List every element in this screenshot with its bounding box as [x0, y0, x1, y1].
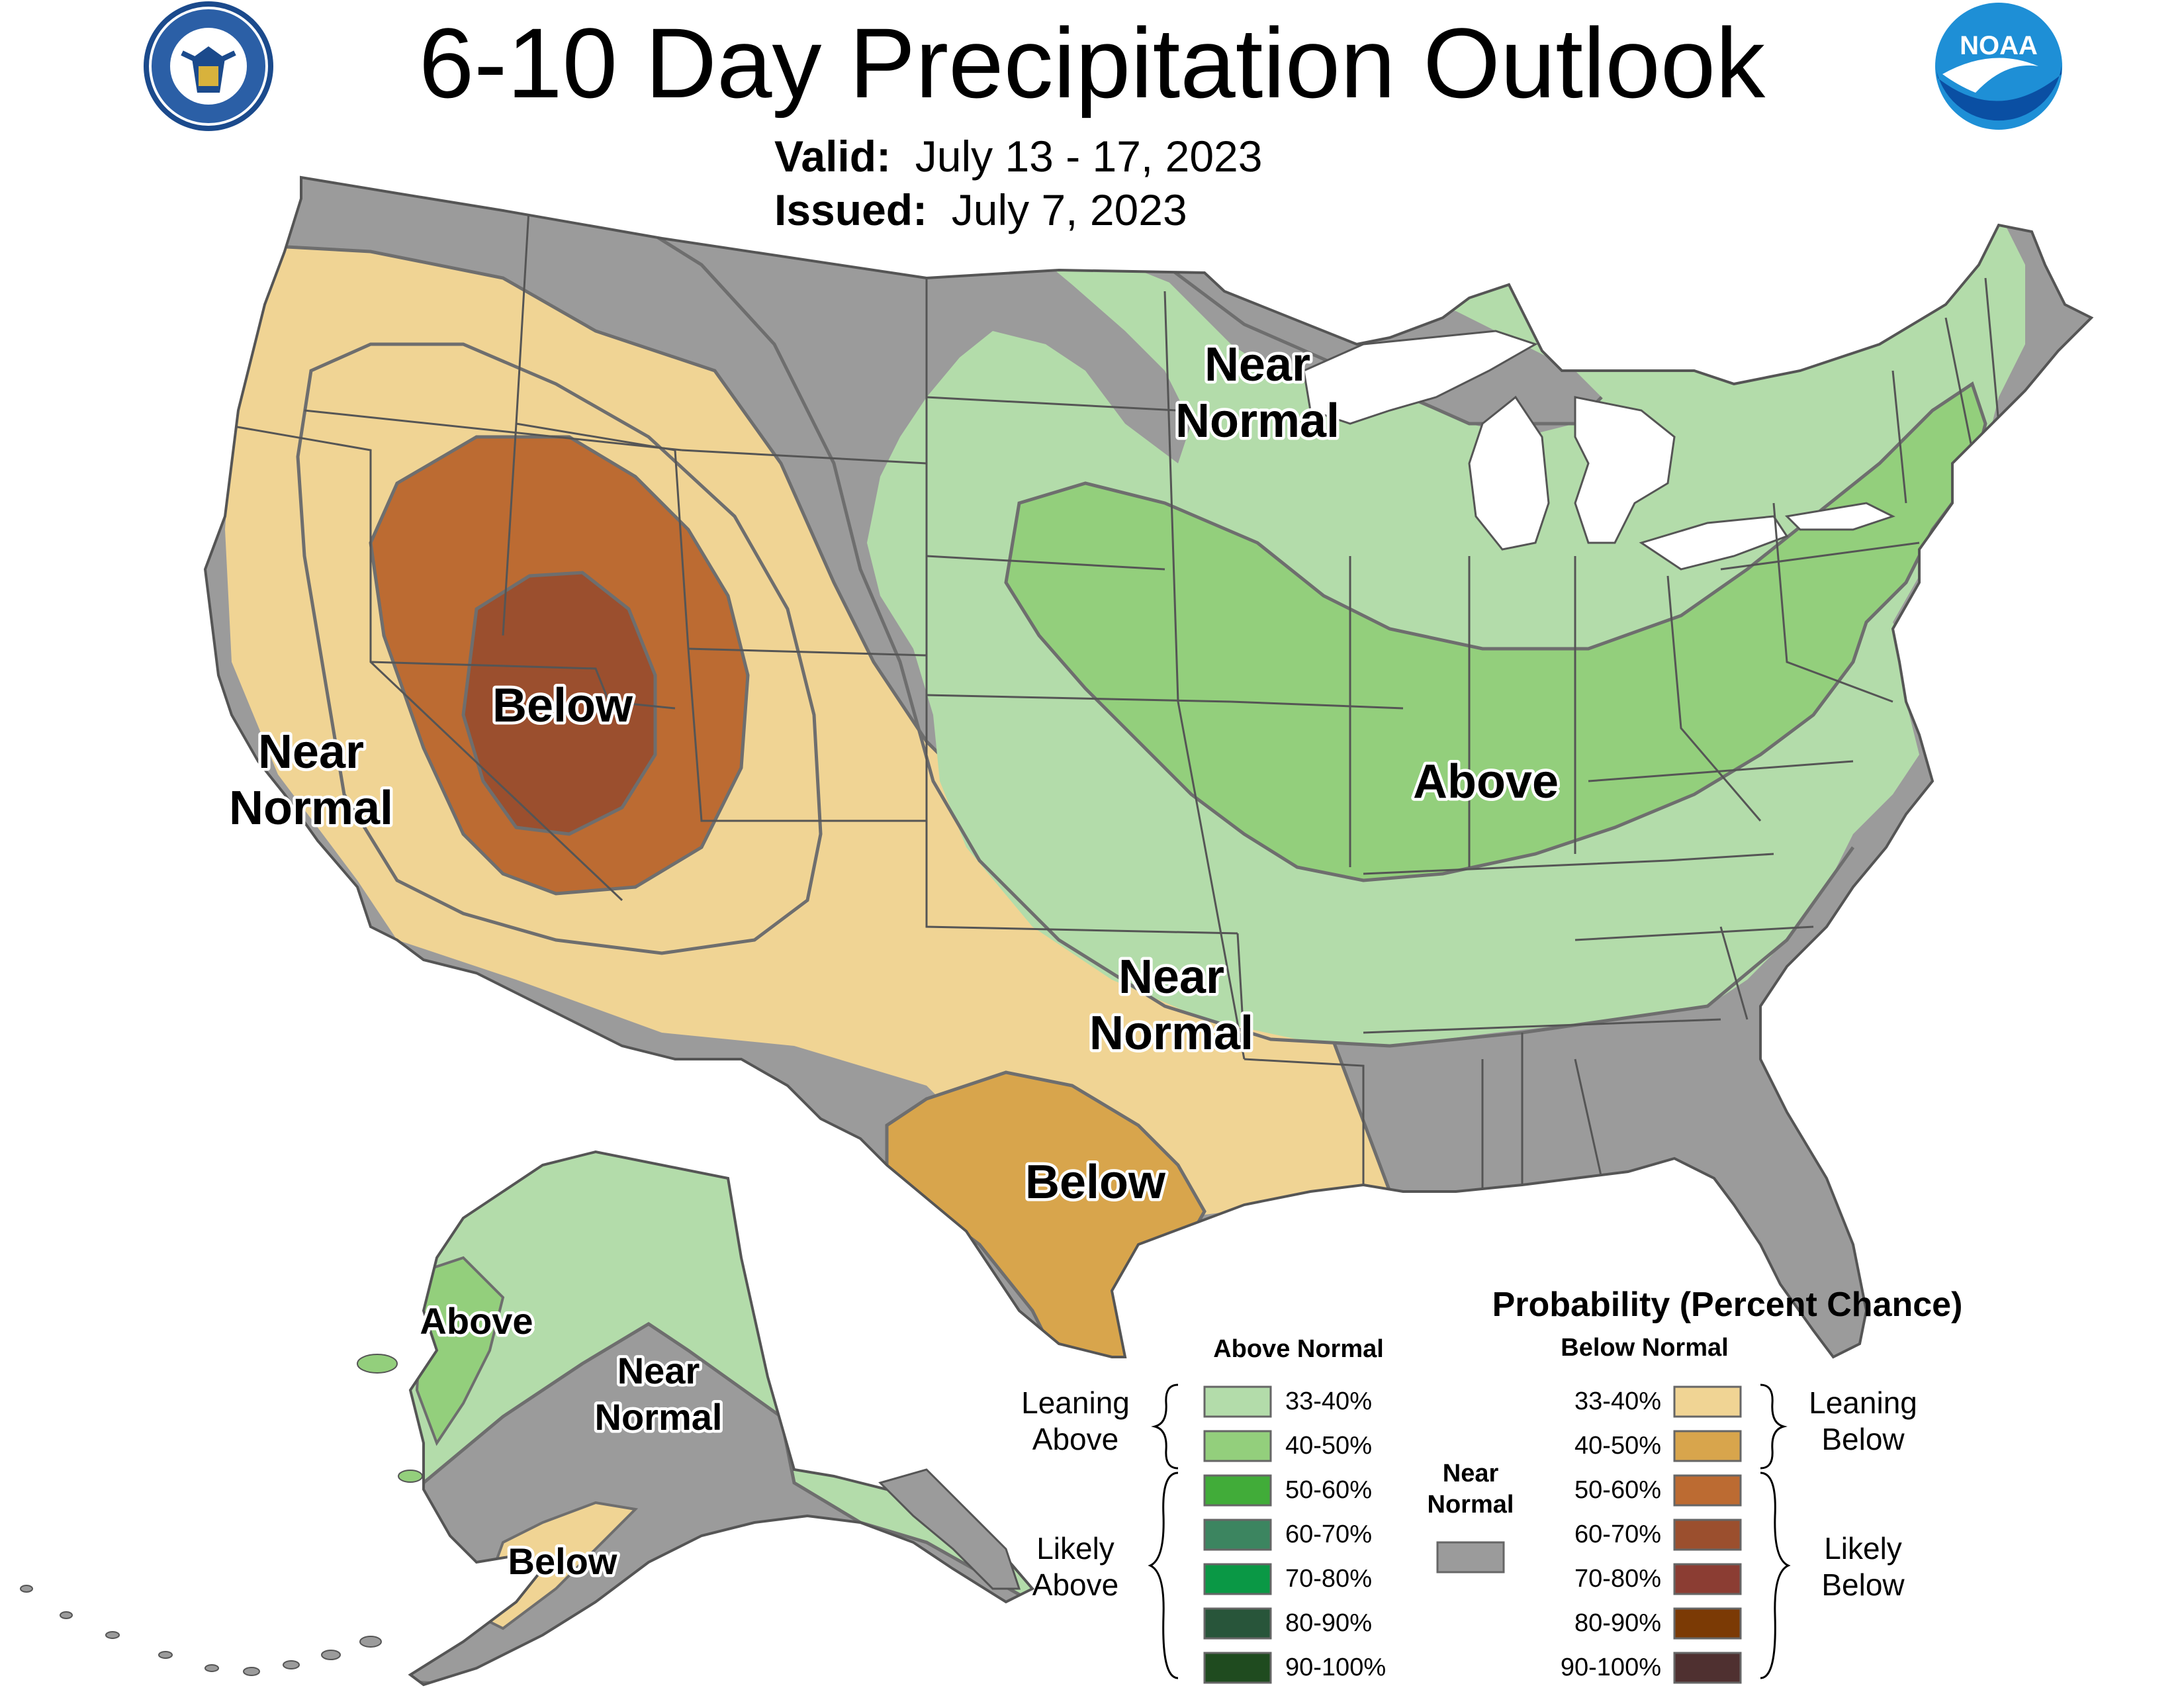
legend-above-swatch-2	[1203, 1474, 1272, 1507]
legend-below-label-1: 40-50%	[1574, 1432, 1661, 1460]
issued-line: Issued: July 7, 2023	[774, 184, 1187, 236]
legend-likely-above-2: Above	[1032, 1568, 1118, 1602]
legend-below-swatch-3	[1673, 1519, 1742, 1551]
legend-near-normal-swatch	[1436, 1541, 1505, 1573]
legend: Probability (Percent Chance) Above Norma…	[1021, 1286, 1963, 1684]
legend-below-label-3: 60-70%	[1574, 1521, 1661, 1548]
legend-leaning-above-2: Above	[1032, 1422, 1118, 1456]
legend-above-label-2: 50-60%	[1285, 1476, 1372, 1504]
legend-above-label-1: 40-50%	[1285, 1432, 1372, 1460]
label-near-normal-west-2: Normal	[229, 782, 393, 835]
noaa-logo-icon: NOAA	[1935, 3, 2062, 130]
label-near-normal-north-2: Normal	[1175, 395, 1340, 447]
legend-below-swatch-2	[1673, 1474, 1742, 1507]
legend-below-label-6: 90-100%	[1561, 1654, 1661, 1681]
noaa-logo-text: NOAA	[1960, 31, 2038, 60]
legend-below-label-5: 80-90%	[1574, 1609, 1661, 1637]
legend-above-swatch-3	[1203, 1519, 1272, 1551]
label-alaska-near-normal-2: Normal	[595, 1396, 723, 1438]
legend-below-label-0: 33-40%	[1574, 1387, 1661, 1415]
legend-likely-above-1: Likely	[1036, 1531, 1115, 1566]
legend-above-swatch-6	[1203, 1652, 1272, 1684]
label-near-normal-south-1: Near	[1118, 951, 1224, 1004]
legend-below-swatch-5	[1673, 1607, 1742, 1640]
legend-above-label-0: 33-40%	[1285, 1387, 1372, 1415]
label-alaska-below: Below	[508, 1540, 617, 1582]
legend-below-swatch-6	[1673, 1652, 1742, 1684]
valid-line: Valid: July 13 - 17, 2023	[774, 130, 1262, 182]
legend-above-header: Above Normal	[1213, 1335, 1384, 1363]
label-near-normal-north-1: Near	[1205, 338, 1310, 391]
legend-below-label-4: 70-80%	[1574, 1565, 1661, 1593]
legend-below-label-2: 50-60%	[1574, 1476, 1661, 1504]
issued-date: July 7, 2023	[951, 185, 1187, 234]
label-above-east: Above	[1413, 755, 1559, 808]
label-near-normal-south-2: Normal	[1089, 1007, 1253, 1060]
page-title: 6-10 Day Precipitation Outlook	[418, 7, 1766, 118]
commerce-seal-icon	[144, 1, 273, 131]
label-alaska-near-normal-1: Near	[617, 1350, 700, 1391]
label-below-texas: Below	[1025, 1156, 1166, 1209]
legend-leaning-below-2: Below	[1821, 1422, 1905, 1456]
valid-label: Valid:	[774, 132, 891, 181]
legend-above-label-3: 60-70%	[1285, 1521, 1372, 1548]
legend-below-header: Below Normal	[1561, 1334, 1728, 1362]
legend-leaning-above-1: Leaning	[1021, 1385, 1130, 1420]
legend-title: Probability (Percent Chance)	[1492, 1286, 1963, 1324]
legend-above-swatch-0	[1203, 1385, 1272, 1418]
legend-below-swatch-4	[1673, 1563, 1742, 1595]
legend-above-swatch-1	[1203, 1430, 1272, 1462]
legend-above-swatch-5	[1203, 1607, 1272, 1640]
legend-above-swatch-4	[1203, 1563, 1272, 1595]
legend-likely-below-2: Below	[1821, 1568, 1905, 1602]
legend-likely-below-1: Likely	[1824, 1531, 1902, 1566]
legend-above-label-6: 90-100%	[1285, 1654, 1386, 1681]
legend-near-normal-2: Normal	[1428, 1491, 1514, 1519]
issued-label: Issued:	[774, 185, 928, 234]
label-below-west: Below	[492, 679, 633, 732]
legend-below-swatch-1	[1673, 1430, 1742, 1462]
valid-dates: July 13 - 17, 2023	[915, 132, 1263, 181]
legend-above-label-5: 80-90%	[1285, 1609, 1372, 1637]
legend-leaning-below-1: Leaning	[1809, 1385, 1917, 1420]
legend-above-label-4: 70-80%	[1285, 1565, 1372, 1593]
label-alaska-above: Above	[420, 1300, 533, 1342]
label-near-normal-west-1: Near	[258, 726, 364, 778]
legend-near-normal-1: Near	[1443, 1460, 1499, 1487]
legend-below-swatch-0	[1673, 1385, 1742, 1418]
